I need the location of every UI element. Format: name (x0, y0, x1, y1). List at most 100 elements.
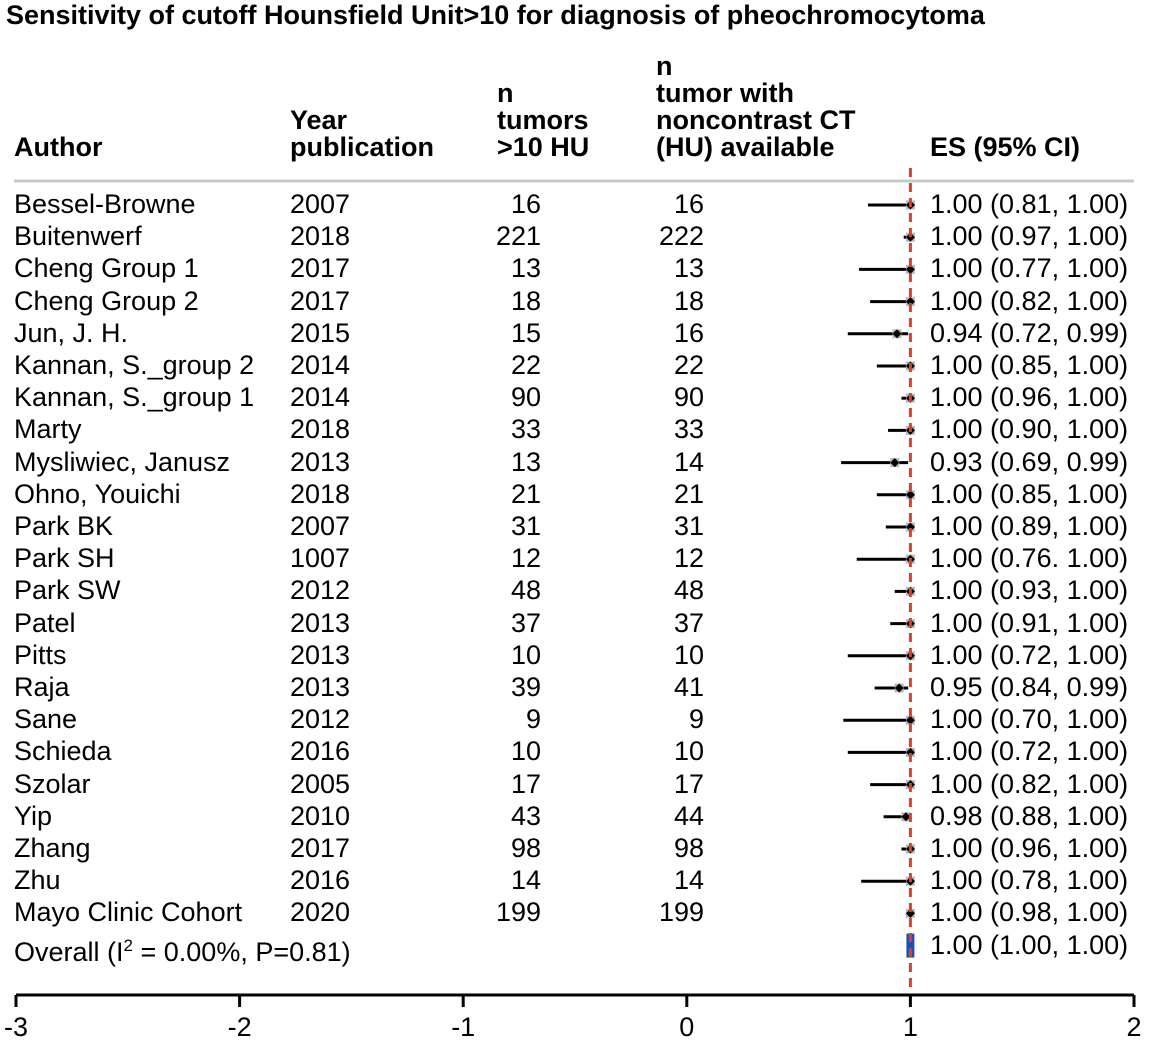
study-n-tumors: 43 (510, 800, 541, 831)
point-estimate (894, 683, 904, 693)
study-n-ct: 22 (673, 350, 704, 380)
study-year: 2013 (290, 446, 351, 477)
study-n-ct: 17 (673, 768, 704, 799)
study-n-ct: 16 (673, 317, 704, 348)
header-n-ct-line: n (656, 51, 673, 81)
study-n-tumors: 13 (510, 253, 541, 284)
study-es-label: 1.00 (0.98, 1.00) (930, 897, 1129, 928)
overall-label-prefix: Overall (I (14, 936, 124, 967)
study-n-ct: 37 (673, 607, 704, 638)
study-author: Park BK (14, 511, 114, 541)
study-es-label: 1.00 (0.96, 1.00) (930, 382, 1129, 413)
header-year-line: Year (290, 105, 348, 135)
study-author: Mysliwiec, Janusz (14, 446, 231, 477)
study-n-tumors: 14 (510, 865, 541, 896)
overall-es-label: 1.00 (1.00, 1.00) (930, 929, 1129, 960)
study-n-ct: 21 (673, 478, 704, 509)
study-year: 2015 (290, 317, 351, 348)
study-n-ct: 33 (673, 414, 704, 445)
study-year: 2005 (290, 768, 351, 799)
study-n-ct: 10 (673, 736, 704, 767)
x-tick-label: -1 (451, 1012, 475, 1040)
header-n-ct: n tumor with noncontrast CT (HU) availab… (656, 53, 856, 161)
study-author: Sane (14, 704, 78, 735)
study-es-label: 1.00 (0.78, 1.00) (930, 865, 1129, 896)
point-estimate (892, 329, 902, 339)
study-es-label: 1.00 (0.85, 1.00) (930, 478, 1129, 509)
study-es-label: 1.00 (0.90, 1.00) (930, 414, 1129, 445)
point-estimate (905, 522, 915, 532)
overall-label-suffix: = 0.00%, P=0.81) (133, 936, 351, 967)
study-n-tumors: 98 (510, 833, 541, 863)
study-n-tumors: 15 (510, 317, 541, 348)
study-author: Cheng Group 2 (14, 285, 199, 316)
study-n-tumors: 31 (510, 511, 541, 541)
study-year: 2017 (290, 833, 351, 863)
overall-marker (906, 933, 915, 958)
study-year: 2010 (290, 800, 351, 831)
header-n-ct-line: noncontrast CT (656, 105, 856, 135)
study-n-tumors: 48 (510, 575, 541, 606)
study-author: Buitenwerf (14, 221, 142, 252)
study-year: 2017 (290, 253, 351, 284)
study-year: 2017 (290, 285, 351, 316)
study-n-ct: 14 (673, 865, 704, 896)
header-es: ES (95% CI) (930, 134, 1080, 161)
study-n-ct: 31 (673, 511, 704, 541)
study-author: Raja (14, 672, 70, 702)
study-es-label: 0.94 (0.72, 0.99) (930, 317, 1129, 348)
point-estimate (905, 908, 915, 918)
study-author: Szolar (14, 768, 91, 799)
study-n-tumors: 9 (525, 704, 541, 735)
study-n-tumors: 221 (495, 221, 541, 252)
study-year: 2016 (290, 865, 351, 896)
study-author: Pitts (14, 639, 67, 670)
x-tick-label: 0 (679, 1012, 694, 1040)
study-n-ct: 41 (673, 672, 704, 702)
header-n-tumors: n tumors >10 HU (497, 80, 589, 161)
header-n-ct-line: (HU) available (656, 132, 835, 162)
study-es-label: 1.00 (0.76. 1.00) (930, 543, 1129, 574)
study-es-label: 0.98 (0.88, 1.00) (930, 800, 1129, 831)
study-es-label: 1.00 (0.82, 1.00) (930, 285, 1129, 316)
study-year: 2013 (290, 607, 351, 638)
study-author: Marty (14, 414, 82, 445)
header-author-text: Author (14, 132, 103, 162)
study-author: Zhang (14, 833, 91, 863)
study-n-tumors: 18 (510, 285, 541, 316)
study-n-ct: 98 (673, 833, 704, 863)
study-author: Bessel-Browne (14, 189, 196, 219)
study-year: 2018 (290, 414, 351, 445)
study-author: Patel (14, 607, 76, 638)
study-year: 2016 (290, 736, 351, 767)
study-n-tumors: 10 (510, 736, 541, 767)
x-tick-label: -2 (228, 1012, 252, 1040)
point-estimate (905, 747, 915, 757)
study-es-label: 1.00 (0.72, 1.00) (930, 736, 1129, 767)
study-year: 2007 (290, 511, 351, 541)
point-estimate (890, 458, 900, 468)
study-n-ct: 10 (673, 639, 704, 670)
study-author: Yip (14, 800, 53, 831)
study-n-ct: 18 (673, 285, 704, 316)
point-estimate (905, 297, 915, 307)
chart-title: Sensitivity of cutoff Hounsfield Unit>10… (6, 0, 985, 30)
study-n-tumors: 12 (510, 543, 541, 574)
study-year: 2014 (290, 382, 351, 413)
point-estimate (905, 715, 915, 725)
study-year: 2018 (290, 221, 351, 252)
study-es-label: 1.00 (0.97, 1.00) (930, 221, 1129, 252)
study-n-ct: 199 (658, 897, 704, 928)
study-es-label: 1.00 (0.89, 1.00) (930, 511, 1129, 541)
point-estimate (905, 232, 915, 242)
study-es-label: 1.00 (0.77, 1.00) (930, 253, 1129, 284)
study-es-label: 0.95 (0.84, 0.99) (930, 672, 1129, 702)
study-n-tumors: 39 (510, 672, 541, 702)
study-es-label: 1.00 (0.70, 1.00) (930, 704, 1129, 735)
study-n-tumors: 90 (510, 382, 541, 413)
study-es-label: 1.00 (0.85, 1.00) (930, 350, 1129, 380)
header-author: Author (14, 134, 102, 161)
study-author: Jun, J. H. (14, 317, 129, 348)
study-author: Zhu (14, 865, 61, 896)
